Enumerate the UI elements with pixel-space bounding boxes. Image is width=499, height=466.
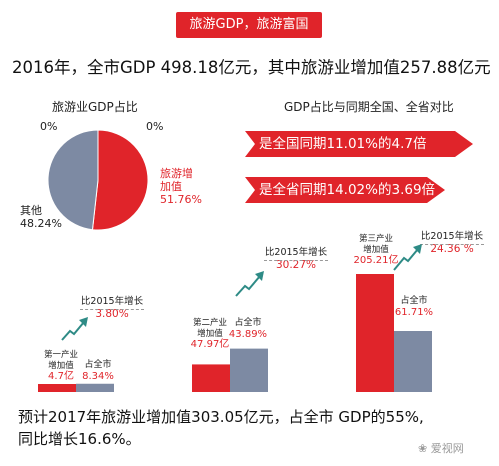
pie-slice-2 bbox=[47, 130, 99, 230]
industry-3-line2: 增加值 bbox=[363, 244, 389, 255]
industry-2-share-value: 43.89% bbox=[228, 329, 268, 341]
pie-label-other: 其他 48.24% bbox=[20, 204, 62, 230]
industry-3-line1: 第三产业 bbox=[358, 234, 393, 244]
growth-arrowhead-1 bbox=[79, 317, 88, 327]
industry-3-growth: 比2015年增长 24.36 % bbox=[420, 231, 484, 257]
industry-3-growth-label: 比2015年增长 bbox=[420, 231, 484, 242]
banner-province: 是全省同期14.02%的3.69倍 bbox=[245, 177, 445, 203]
pie-label-tourism-value: 51.76% bbox=[160, 193, 202, 206]
industry-1-share-label: 占全市 bbox=[84, 360, 112, 370]
industry-1-label: 第一产业 增加值 4.7亿 bbox=[38, 350, 84, 384]
pie-label-tourism-line2: 加值 bbox=[160, 180, 182, 193]
industry-2-line2: 增加值 bbox=[197, 328, 223, 339]
bar-value-1 bbox=[38, 384, 76, 392]
pie-label-tourism-line1: 旅游增 bbox=[160, 167, 193, 180]
growth-arrowhead-3 bbox=[413, 244, 422, 254]
industry-2-line1: 第二产业 bbox=[192, 318, 227, 328]
industry-1-growth-label: 比2015年增长 bbox=[80, 296, 144, 307]
industry-2-growth-label: 比2015年增长 bbox=[264, 247, 328, 258]
industry-2-value: 47.97亿 bbox=[190, 339, 230, 351]
industry-2-share: 占全市 43.89% bbox=[226, 318, 270, 342]
pie-label-other-name: 其他 bbox=[20, 204, 42, 217]
section-tag: 旅游GDP，旅游富国 bbox=[176, 12, 322, 38]
pie-slice-1 bbox=[91, 130, 149, 230]
growth-arrow-3 bbox=[393, 248, 419, 271]
pie-label-tourism: 旅游增 加值 51.76% bbox=[160, 167, 202, 206]
industry-1-share-value: 8.34% bbox=[82, 371, 114, 383]
industry-1-line1: 第一产业 bbox=[43, 350, 78, 360]
industry-1-line2: 增加值 bbox=[48, 360, 74, 371]
pie-zero-right: 0% bbox=[146, 120, 164, 133]
headline: 2016年，全市GDP 498.18亿元，其中旅游业增加值257.88亿元 bbox=[12, 58, 491, 77]
industry-3-label: 第三产业 增加值 205.21亿 bbox=[350, 234, 402, 268]
bar-share-3 bbox=[394, 331, 432, 392]
footer-line-2: 同比增长16.6%。 bbox=[18, 430, 141, 448]
industry-2-growth: 比2015年增长 30.27% bbox=[264, 247, 328, 273]
watermark-text: 爱视网 bbox=[430, 442, 464, 455]
banner-province-text: 是全省同期14.02%的3.69倍 bbox=[259, 182, 436, 198]
industry-2-share-label: 占全市 bbox=[234, 318, 262, 328]
industry-1-value: 4.7亿 bbox=[48, 371, 74, 383]
industry-3-share: 占全市 61.71% bbox=[392, 296, 436, 320]
bar-share-1 bbox=[76, 383, 114, 392]
footer-text: 预计2017年旅游业增加值303.05亿元，占全市 GDP的55%, 同比增长1… bbox=[18, 406, 488, 450]
industry-2-growth-value: 30.27% bbox=[275, 259, 317, 272]
pie-zero-left: 0% bbox=[40, 120, 58, 133]
watermark: ❀ 爱视网 bbox=[418, 440, 464, 456]
industry-1-share: 占全市 8.34% bbox=[78, 360, 118, 384]
industry-3-share-value: 61.71% bbox=[394, 307, 434, 319]
industry-3-growth-value: 24.36 % bbox=[430, 243, 474, 256]
banner-national: 是全国同期11.01%的4.7倍 bbox=[245, 131, 473, 157]
industry-3-share-label: 占全市 bbox=[400, 296, 428, 306]
growth-arrowhead-2 bbox=[255, 271, 264, 281]
bar-value-3 bbox=[356, 274, 394, 392]
industry-3-value: 205.21亿 bbox=[353, 255, 399, 267]
industry-1-growth-value: 3.80% bbox=[95, 308, 129, 321]
industry-2-label: 第二产业 增加值 47.97亿 bbox=[186, 318, 234, 352]
comparison-title: GDP占比与同期全国、全省对比 bbox=[284, 100, 454, 114]
bar-value-2 bbox=[192, 364, 230, 392]
footer-line-1: 预计2017年旅游业增加值303.05亿元，占全市 GDP的55%, bbox=[18, 408, 424, 426]
bar-share-2 bbox=[230, 348, 268, 392]
industry-1-growth: 比2015年增长 3.80% bbox=[80, 296, 144, 322]
growth-arrow-1 bbox=[61, 321, 85, 341]
growth-arrow-2 bbox=[235, 275, 261, 297]
wechat-icon: ❀ bbox=[418, 442, 428, 455]
pie-title: 旅游业GDP占比 bbox=[52, 100, 138, 114]
pie-label-other-value: 48.24% bbox=[20, 217, 62, 230]
banner-national-text: 是全国同期11.01%的4.7倍 bbox=[259, 136, 427, 152]
pie-chart bbox=[47, 130, 149, 230]
